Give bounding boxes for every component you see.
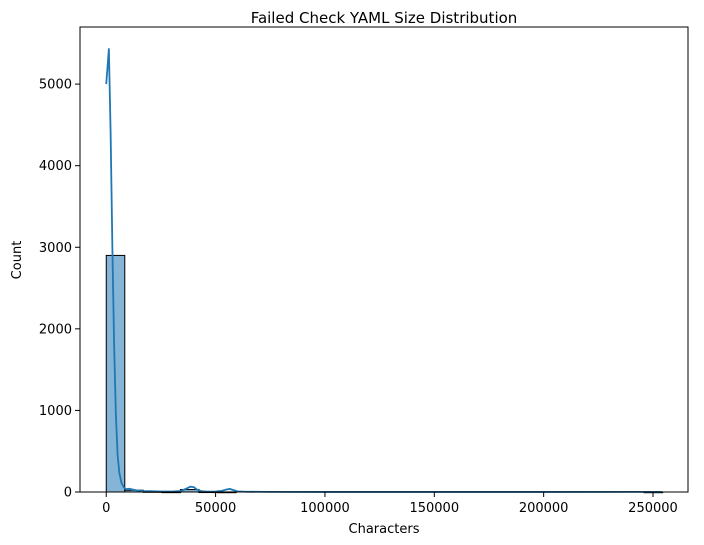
y-tick-label: 1000: [39, 404, 72, 419]
x-tick-label: 200000: [519, 501, 569, 516]
x-tick-label: 150000: [409, 501, 459, 516]
y-tick-label: 3000: [39, 241, 72, 256]
y-axis-ticks: 0 1000 2000 3000 4000 5000: [39, 78, 80, 501]
histogram-bars: [105, 254, 664, 494]
y-axis-title: Count: [10, 241, 25, 280]
x-tick-label: 100000: [300, 501, 350, 516]
x-tick-label: 0: [102, 501, 110, 516]
y-tick-label: 2000: [39, 322, 72, 337]
kde-curve: [105, 48, 662, 493]
x-tick-label: 250000: [628, 501, 678, 516]
plot-frame: [79, 26, 689, 493]
x-axis-ticks: 0 50000 100000 150000 200000 250000: [102, 492, 678, 516]
kde-line: [105, 48, 662, 493]
y-tick-label: 4000: [39, 159, 72, 174]
x-tick-label: 50000: [195, 501, 236, 516]
chart-title: Failed Check YAML Size Distribution: [251, 9, 518, 27]
y-tick-label: 5000: [39, 78, 72, 93]
x-axis-title: Characters: [349, 522, 420, 537]
y-tick-label: 0: [64, 486, 72, 501]
